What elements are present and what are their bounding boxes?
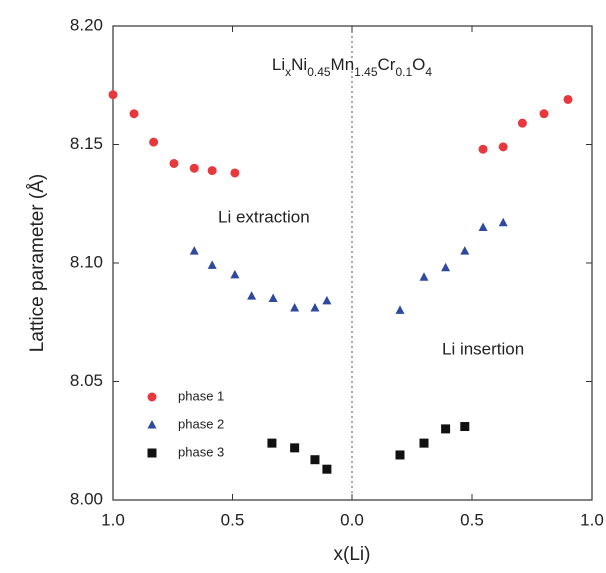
y-tick-label: 8.00 [70, 489, 103, 508]
y-axis-title: Lattice parameter (Å) [27, 174, 48, 352]
point [268, 293, 278, 303]
title-part: O [412, 55, 425, 74]
point [310, 455, 320, 465]
point [108, 90, 118, 100]
point [419, 272, 429, 281]
point [230, 269, 240, 279]
point [267, 438, 277, 448]
point [129, 109, 139, 119]
point [207, 166, 217, 176]
point [290, 443, 300, 453]
point [498, 142, 508, 152]
x-axis-title: x(Li) [334, 544, 371, 565]
y-tick-label: 8.05 [70, 371, 103, 390]
point [517, 118, 527, 128]
x-tick-label: 1.0 [101, 510, 125, 529]
point [478, 222, 488, 231]
title-part: Mn [331, 55, 355, 74]
point [478, 144, 488, 154]
point [189, 246, 199, 255]
title-part: Li [272, 55, 285, 74]
chart-title: LixNi0.45Mn1.45Cr0.1O4 [272, 55, 433, 79]
point [169, 158, 179, 168]
annotation: Li extraction [218, 207, 310, 226]
point [189, 163, 199, 173]
point [247, 291, 257, 300]
legend-marker [147, 392, 157, 402]
title-part: x [285, 65, 291, 79]
x-tick-label: 1.0 [580, 510, 604, 529]
y-tick-label: 8.10 [70, 252, 103, 271]
x-tick-label: 0.0 [340, 510, 364, 529]
point [322, 295, 332, 305]
y-tick-label: 8.20 [70, 15, 103, 34]
legend-marker [147, 448, 157, 458]
point [395, 450, 405, 460]
point [460, 422, 470, 432]
point [149, 137, 159, 147]
point [441, 262, 451, 272]
title-part: 0.45 [307, 65, 331, 79]
point [395, 305, 405, 314]
point [460, 246, 470, 255]
point [419, 438, 429, 448]
point [230, 168, 240, 178]
x-tick-label: 0.5 [460, 510, 484, 529]
title-part: 1.45 [354, 65, 378, 79]
y-tick-label: 8.15 [70, 134, 103, 153]
legend-label: phase 2 [178, 416, 224, 431]
point [441, 424, 451, 434]
title-part: 0.1 [395, 65, 412, 79]
legend-marker [147, 420, 157, 429]
legend-label: phase 3 [178, 444, 224, 459]
point [207, 260, 217, 269]
point [539, 109, 549, 119]
title-part: Ni [291, 55, 307, 74]
point [310, 303, 320, 312]
legend-label: phase 1 [178, 388, 224, 403]
point [563, 94, 573, 104]
title-part: 4 [425, 65, 432, 79]
point [498, 217, 508, 227]
point [290, 303, 300, 312]
point [322, 464, 332, 474]
x-tick-label: 0.5 [221, 510, 245, 529]
title-part: Cr [378, 55, 396, 74]
annotation: Li insertion [442, 339, 524, 358]
